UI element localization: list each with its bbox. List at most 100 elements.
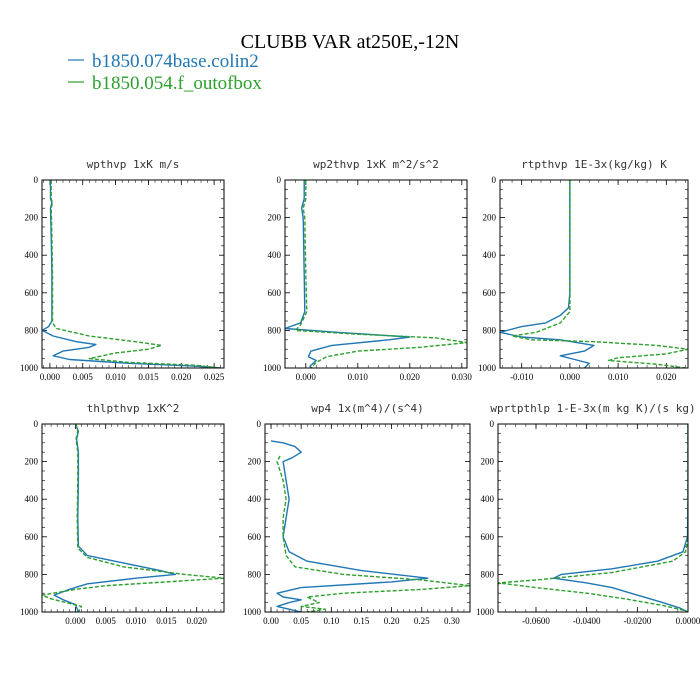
panel-title: thlpthvp 1xK^2 xyxy=(87,402,180,415)
x-tick-label: 0.010 xyxy=(105,372,126,382)
series-line-outofbox xyxy=(50,180,221,368)
y-tick-label: 0 xyxy=(34,175,39,185)
plot-frame xyxy=(284,179,468,369)
x-tick-label: 0.25 xyxy=(414,616,430,626)
panel-2: wp2thvp 1xK m^2/s^2 0 200 400 600 800 1000 0.00… xyxy=(263,158,472,382)
x-tick-label: -0.0200 xyxy=(623,616,651,626)
x-tick-label: 0.025 xyxy=(204,372,225,382)
y-tick-label: 600 xyxy=(268,288,282,298)
x-tick-label: 0.005 xyxy=(73,372,94,382)
panel-3: rtpthvp 1E-3x(kg/kg) K 0 200 400 600 800 1000 -… xyxy=(478,158,689,382)
y-tick-label: 400 xyxy=(248,494,262,504)
x-tick-label: 0.20 xyxy=(384,616,400,626)
panel-4: thlpthvp 1xK^2 0 200 400 600 800 1000 0.000 0.00… xyxy=(20,402,225,626)
series-line-outofbox xyxy=(294,180,467,368)
y-tick-label: 200 xyxy=(25,457,39,467)
y-tick-label: 800 xyxy=(483,325,497,335)
y-tick-label: 800 xyxy=(481,569,495,579)
x-tick-label: 0.020 xyxy=(656,372,677,382)
y-tick-label: 1000 xyxy=(478,363,497,373)
y-tick-label: 400 xyxy=(483,250,497,260)
plot-frame xyxy=(264,423,471,613)
y-tick-label: 200 xyxy=(481,457,495,467)
y-tick-label: 0 xyxy=(34,419,39,429)
y-tick-label: 200 xyxy=(268,213,282,223)
x-tick-label: 0.020 xyxy=(187,616,208,626)
y-tick-label: 600 xyxy=(248,532,262,542)
panel-title: wprtpthlp 1-E-3x(m kg K)/(s kg) xyxy=(490,402,695,415)
x-tick-label: 0.15 xyxy=(354,616,370,626)
y-tick-label: 600 xyxy=(481,532,495,542)
series-line-base xyxy=(42,180,221,368)
y-tick-label: 600 xyxy=(483,288,497,298)
y-tick-label: 0 xyxy=(492,175,497,185)
panel-title: wp4 1x(m^4)/(s^4) xyxy=(311,402,424,415)
y-tick-label: 1000 xyxy=(263,363,282,373)
y-tick-label: 400 xyxy=(25,250,39,260)
y-tick-label: 400 xyxy=(25,494,39,504)
plot-frame xyxy=(41,179,225,369)
panel-title: wp2thvp 1xK m^2/s^2 xyxy=(313,158,439,171)
y-tick-label: 200 xyxy=(25,213,39,223)
x-tick-label: 0.015 xyxy=(156,616,177,626)
y-tick-label: 800 xyxy=(25,569,39,579)
x-tick-label: 0.000 xyxy=(65,616,86,626)
series-line-base xyxy=(53,424,177,612)
panel-6: wprtpthlp 1-E-3x(m kg K)/(s kg) 0 200 400 60… xyxy=(476,402,700,626)
x-tick-label: 0.30 xyxy=(444,616,460,626)
series-line-base xyxy=(553,424,688,612)
legend: b1850.074base.colin2 b1850.054.f_outofbo… xyxy=(68,51,262,94)
y-tick-label: 1000 xyxy=(476,607,495,617)
y-tick-label: 1000 xyxy=(20,363,39,373)
y-tick-label: 600 xyxy=(25,288,39,298)
y-tick-label: 600 xyxy=(25,532,39,542)
x-tick-label: 0.10 xyxy=(323,616,339,626)
plot-frame xyxy=(499,179,689,369)
legend-label-2: b1850.054.f_outofbox xyxy=(92,73,262,94)
y-tick-label: 1000 xyxy=(243,607,262,617)
x-tick-label: -0.0600 xyxy=(522,616,550,626)
x-tick-label: -0.010 xyxy=(510,372,534,382)
y-tick-label: 400 xyxy=(481,494,495,504)
x-tick-label: 0.000 xyxy=(560,372,581,382)
series-line-outofbox xyxy=(42,424,224,612)
series-line-base xyxy=(270,440,429,612)
y-tick-label: 800 xyxy=(248,569,262,579)
y-tick-label: 1000 xyxy=(20,607,39,617)
plot-frame xyxy=(497,423,689,613)
series-line-outofbox xyxy=(511,180,688,368)
y-tick-label: 0 xyxy=(277,175,282,185)
x-tick-label: -0.0400 xyxy=(573,616,601,626)
x-tick-label: 0.005 xyxy=(96,616,117,626)
x-tick-label: 0.010 xyxy=(126,616,147,626)
y-tick-label: 800 xyxy=(25,325,39,335)
series-line-base xyxy=(285,180,411,368)
figure-title: CLUBB VAR at250E,-12N xyxy=(241,31,460,53)
y-tick-label: 0 xyxy=(490,419,495,429)
x-tick-label: 0.015 xyxy=(138,372,159,382)
x-tick-label: 0.030 xyxy=(452,372,473,382)
panel-title: rtpthvp 1E-3x(kg/kg) K xyxy=(521,158,667,171)
x-tick-label: 0.000 xyxy=(296,372,317,382)
y-tick-label: 400 xyxy=(268,250,282,260)
x-tick-label: 0.010 xyxy=(608,372,629,382)
y-tick-label: 200 xyxy=(483,213,497,223)
x-tick-label: 0.020 xyxy=(171,372,192,382)
x-tick-label: 0.020 xyxy=(400,372,421,382)
x-tick-label: 0.00 xyxy=(263,616,279,626)
legend-label-1: b1850.074base.colin2 xyxy=(92,51,259,72)
panel-title: wpthvp 1xK m/s xyxy=(87,158,180,171)
series-line-outofbox xyxy=(276,455,470,612)
y-tick-label: 200 xyxy=(248,457,262,467)
y-tick-label: 0 xyxy=(257,419,262,429)
x-tick-label: 0.010 xyxy=(348,372,369,382)
x-tick-label: 0.000 xyxy=(40,372,61,382)
x-tick-label: 0.05 xyxy=(293,616,309,626)
plot-frame xyxy=(41,423,225,613)
y-tick-label: 800 xyxy=(268,325,282,335)
x-tick-label: 0.0000 xyxy=(676,616,700,626)
